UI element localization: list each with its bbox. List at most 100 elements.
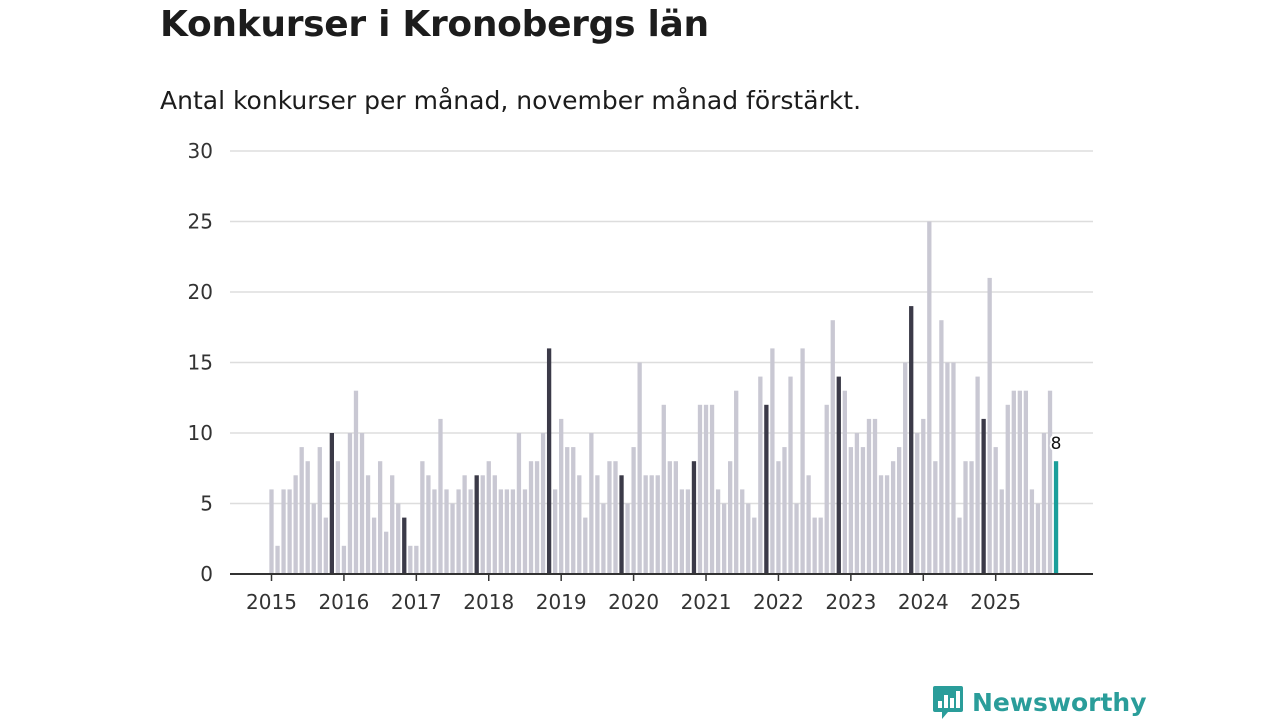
bar: [287, 489, 292, 574]
bar: [740, 489, 745, 574]
bar: [697, 404, 703, 574]
bar: [734, 390, 739, 574]
bar: [553, 489, 558, 574]
bar: [806, 475, 811, 574]
bar: [1029, 489, 1035, 574]
bar: [390, 475, 395, 574]
bar: [884, 475, 890, 574]
bar: [1047, 390, 1053, 574]
bar: [396, 503, 401, 574]
bar: [329, 433, 334, 574]
bar: [546, 348, 552, 574]
bar: [281, 489, 286, 574]
bar: [776, 461, 781, 574]
bar: [293, 475, 298, 574]
x-tick-label: 2015: [246, 590, 297, 614]
bar: [486, 461, 491, 574]
bar: [927, 221, 932, 574]
y-tick-label: 20: [188, 280, 213, 304]
bar: [655, 475, 660, 574]
bar: [1005, 404, 1010, 574]
bar: [498, 489, 503, 574]
bar: [963, 461, 968, 574]
bar: [438, 418, 443, 574]
bar: [975, 376, 980, 574]
bar: [872, 418, 878, 574]
bar: [414, 545, 419, 574]
bar: [661, 404, 666, 574]
bar: [957, 517, 962, 574]
newsworthy-logo-icon: [933, 686, 963, 719]
newsworthy-logo[interactable]: Newsworthy: [932, 682, 1147, 722]
bar: [836, 376, 841, 574]
bar: [359, 433, 365, 574]
bar: [480, 475, 485, 574]
bar: [951, 362, 956, 574]
y-tick-label: 15: [188, 351, 213, 375]
bar: [335, 461, 341, 574]
bar: [504, 489, 510, 574]
bar: [462, 475, 467, 574]
bar: [341, 545, 347, 574]
bar: [673, 461, 678, 574]
bar: [631, 447, 636, 574]
bar: [317, 447, 322, 574]
bars: [269, 221, 1059, 574]
y-axis-ticks: 0 5 10 15 20 25 30: [188, 139, 213, 586]
bar: [764, 404, 769, 574]
bar: [1011, 390, 1016, 574]
bar: [1041, 433, 1047, 574]
bar: [818, 517, 823, 574]
bar: [426, 475, 431, 574]
bar: [619, 475, 624, 574]
x-tick-label: 2020: [608, 590, 659, 614]
x-tick-label: 2025: [970, 590, 1021, 614]
bar: [854, 433, 860, 574]
bar: [607, 461, 612, 574]
bar: [565, 447, 570, 574]
x-tick-label: 2019: [536, 590, 587, 614]
bar: [510, 489, 516, 574]
x-axis: 2015 2016 2017 2018 2019 2020 2021 2022 2023 2024…: [230, 573, 1093, 614]
bar: [384, 531, 389, 574]
bar: [878, 475, 884, 574]
y-tick-label: 25: [188, 210, 213, 234]
bar: [625, 503, 630, 574]
bar: [432, 489, 437, 574]
last-value-label: 8: [1051, 434, 1062, 454]
bar: [1035, 503, 1041, 574]
bar: [474, 475, 479, 574]
bar: [643, 475, 648, 574]
bar: [1053, 461, 1059, 574]
bar: [311, 503, 316, 574]
bar: [1017, 390, 1022, 574]
bar: [939, 320, 944, 574]
bar: [715, 489, 721, 574]
bar: [420, 461, 425, 574]
bar: [402, 517, 407, 574]
bar: [456, 489, 461, 574]
bar: [896, 447, 902, 574]
bar: [1023, 390, 1029, 574]
bar: [540, 433, 546, 574]
x-tick-label: 2023: [825, 590, 876, 614]
bar: [794, 503, 799, 574]
bar: [903, 362, 908, 574]
bar: [721, 503, 727, 574]
bar: [601, 503, 606, 574]
bar: [812, 517, 817, 574]
x-tick-label: 2018: [463, 590, 514, 614]
bar: [353, 390, 359, 574]
bar: [377, 461, 383, 574]
logo-text: Newsworthy: [972, 687, 1147, 717]
bar: [371, 517, 377, 574]
x-tick-label: 2022: [753, 590, 804, 614]
bar: [987, 277, 992, 574]
bar: [275, 545, 280, 574]
bar: [667, 461, 672, 574]
bar: [746, 503, 751, 574]
bar: [305, 461, 310, 574]
x-tick-label: 2021: [681, 590, 732, 614]
bar: [703, 404, 709, 574]
